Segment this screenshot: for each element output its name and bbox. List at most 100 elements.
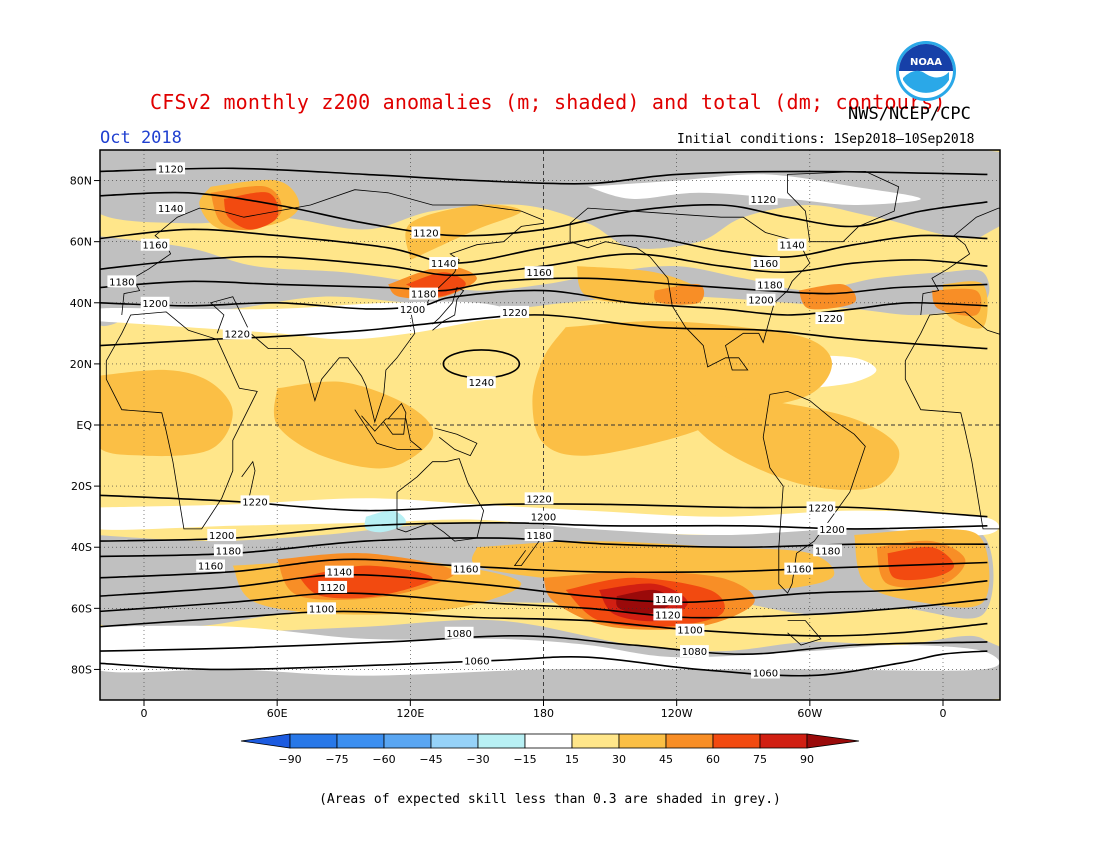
- latitude-tick-label: 20S: [71, 480, 92, 493]
- svg-text:1200: 1200: [819, 525, 844, 536]
- coastline: [396, 458, 485, 542]
- coastline: [105, 311, 258, 530]
- svg-text:1160: 1160: [142, 241, 167, 252]
- map-title: CFSv2 monthly z200 anomalies (m; shaded)…: [150, 90, 946, 114]
- svg-text:1160: 1160: [786, 565, 811, 576]
- contour-label: 1160: [451, 562, 481, 576]
- contour-label: 1180: [213, 544, 243, 557]
- svg-text:1160: 1160: [198, 562, 223, 573]
- svg-text:1220: 1220: [502, 308, 527, 319]
- contour-label: 1200: [207, 529, 237, 542]
- colorbar-tick-label: 45: [659, 753, 673, 766]
- svg-text:1080: 1080: [446, 629, 471, 640]
- coastline: [432, 286, 465, 331]
- coastline: [121, 189, 544, 316]
- latitude-tick-label: 80S: [71, 663, 92, 676]
- colorbar-segment: [289, 733, 338, 749]
- coastline: [787, 170, 900, 243]
- noaa-logo: NOAA: [896, 41, 956, 101]
- contour-label: 1120: [748, 192, 778, 206]
- anomaly-region: [100, 236, 990, 327]
- map-axes: 80N 60N 40N 20N EQ 20S 40S 60S 80S 0 60E 120E 180 120…: [70, 175, 947, 720]
- svg-text:1120: 1120: [320, 583, 345, 594]
- contour-label: 1140: [156, 202, 186, 215]
- contour-label: 1200: [746, 293, 776, 307]
- contour-label: 1160: [751, 257, 780, 270]
- contour-label: 1200: [140, 296, 170, 310]
- latitude-tick-label: 40S: [71, 541, 92, 554]
- svg-text:1180: 1180: [216, 546, 241, 557]
- contour-label: 1160: [524, 266, 554, 279]
- svg-text:1220: 1220: [808, 504, 833, 515]
- coastlines: [100, 150, 1000, 700]
- colorbar-end-high: [806, 733, 860, 749]
- svg-text:1120: 1120: [413, 229, 438, 240]
- contour-label: 1220: [240, 495, 270, 508]
- coastline: [383, 402, 407, 435]
- svg-text:1060: 1060: [464, 656, 489, 667]
- height-contour: [100, 592, 988, 619]
- colorbar-tick-label: 60: [706, 753, 720, 766]
- anomaly-region: [587, 174, 921, 205]
- contour-label: 1100: [675, 623, 705, 637]
- svg-text:1120: 1120: [158, 164, 183, 175]
- contour-label: 1220: [500, 305, 530, 319]
- initial-conditions-label: Initial conditions: 1Sep2018–10Sep2018: [677, 132, 975, 147]
- longitude-tick-label: 0: [940, 707, 947, 720]
- anomaly-region: [654, 284, 705, 305]
- colorbar-tick-label: −60: [372, 753, 395, 766]
- svg-text:1120: 1120: [655, 610, 680, 621]
- height-contour: [100, 289, 988, 316]
- contour-label: 1140: [324, 565, 354, 579]
- svg-text:1080: 1080: [682, 647, 707, 658]
- colorbar-tick-label: −15: [513, 753, 536, 766]
- contour-label: 1160: [196, 559, 225, 573]
- contour-label: 1220: [222, 327, 252, 340]
- colorbar-segment: [712, 733, 761, 749]
- contour-label: 1140: [777, 238, 807, 252]
- svg-text:1060: 1060: [753, 669, 778, 680]
- latitude-tick-label: 60S: [71, 602, 92, 615]
- colorbar-tick-label: 90: [800, 753, 814, 766]
- height-contour: [100, 167, 988, 185]
- svg-text:1200: 1200: [748, 296, 773, 307]
- colorbar-tick-label: −45: [419, 753, 442, 766]
- svg-text:1100: 1100: [309, 604, 334, 615]
- anomaly-region: [100, 625, 1000, 676]
- svg-text:1200: 1200: [531, 513, 556, 524]
- contour-label: 1080: [680, 645, 709, 658]
- anomaly-region: [798, 284, 857, 310]
- coastline: [920, 207, 1000, 316]
- colorbar-tick-label: −30: [466, 753, 489, 766]
- colorbar-segment: [430, 733, 479, 749]
- height-contour: [100, 634, 988, 656]
- svg-text:1200: 1200: [209, 531, 234, 542]
- coastline: [434, 427, 478, 457]
- contour-label: 1180: [524, 529, 554, 542]
- longitude-tick-label: 180: [533, 707, 554, 720]
- svg-text:1140: 1140: [158, 204, 183, 215]
- svg-text:1200: 1200: [142, 299, 167, 310]
- contour-label: 1060: [751, 666, 780, 680]
- height-contour: [100, 558, 988, 579]
- svg-text:1140: 1140: [431, 259, 456, 270]
- colorbar-segment: [665, 733, 714, 749]
- svg-text:1140: 1140: [655, 595, 680, 606]
- colorbar-tick-label: 15: [565, 753, 579, 766]
- svg-text:1220: 1220: [817, 314, 842, 325]
- coastline: [904, 311, 1000, 530]
- anomaly-region: [405, 204, 522, 260]
- month-label: Oct 2018: [100, 128, 182, 148]
- svg-text:1120: 1120: [750, 195, 775, 206]
- height-contours: 1060 1060 1080 1080 1100 1100 1120 1120 1140 1140…: [100, 162, 988, 680]
- contour-label: 1200: [529, 510, 558, 524]
- svg-text:1240: 1240: [469, 378, 494, 389]
- contour-label: 1200: [817, 522, 847, 536]
- svg-text:1140: 1140: [327, 568, 352, 579]
- anomaly-region: [887, 546, 955, 581]
- coastline: [762, 390, 866, 594]
- height-contour: [100, 253, 988, 277]
- colorbar-tick-label: 30: [612, 753, 626, 766]
- contour-label: 1080: [444, 626, 474, 640]
- coastline: [787, 620, 822, 646]
